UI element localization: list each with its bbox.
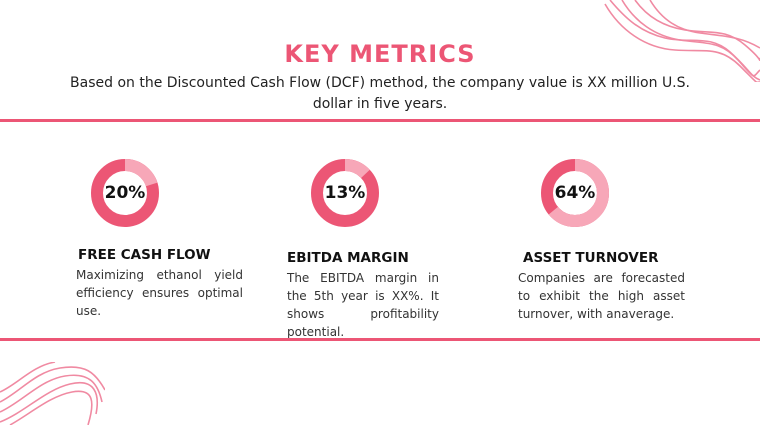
donut-chart	[91, 159, 159, 227]
metric-description: Companies are forecasted to exhibit the …	[518, 271, 685, 321]
metric-heading: ASSET TURNOVER	[523, 250, 659, 266]
donut-center	[323, 171, 367, 215]
metric-heading: EBITDA MARGIN	[287, 250, 409, 266]
donut-chart	[311, 159, 379, 227]
donut-value-segment	[91, 159, 159, 227]
page-title: KEY METRICS	[284, 40, 476, 68]
donut-value-segment	[541, 159, 609, 227]
donut-value-label: 64%	[554, 183, 596, 203]
page-subtitle: Based on the Discounted Cash Flow (DCF) …	[70, 75, 690, 112]
donut-value-label: 13%	[324, 183, 366, 203]
metric-description: The EBITDA margin in the 5th year is XX%…	[287, 271, 439, 339]
divider-bottom	[0, 338, 760, 341]
wave-decoration-top-right	[604, 0, 760, 82]
wave-decoration-bottom-left	[0, 362, 105, 425]
donut-center	[103, 171, 147, 215]
donut-value-segment	[311, 159, 379, 227]
donut-value-label: 20%	[104, 183, 146, 203]
divider-top	[0, 119, 760, 122]
metric-description: Maximizing ethanol yield efficiency ensu…	[76, 268, 243, 318]
metric-heading: FREE CASH FLOW	[78, 247, 211, 263]
donut-chart	[541, 159, 609, 227]
donut-center	[553, 171, 597, 215]
